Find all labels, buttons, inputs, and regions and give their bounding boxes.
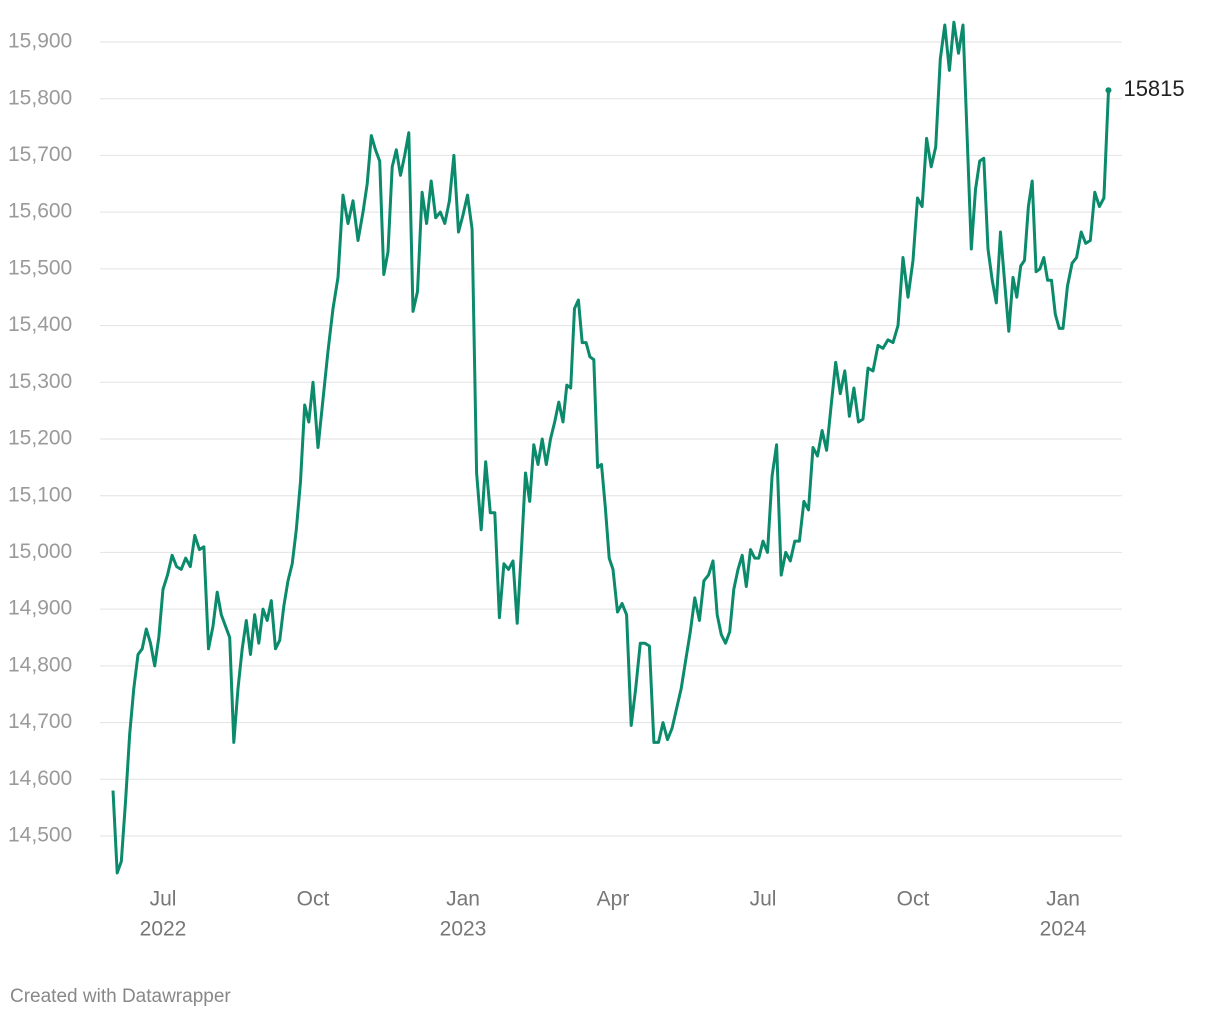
y-tick-label: 15,300: [8, 370, 72, 393]
x-tick-label: Oct: [297, 888, 330, 911]
x-tick-label: Jan: [1046, 888, 1080, 911]
y-tick-label: 14,500: [8, 824, 72, 847]
x-tick-label: 2024: [1040, 918, 1087, 941]
y-tick-label: 15,400: [8, 313, 72, 336]
y-tick-label: 15,200: [8, 427, 72, 450]
y-tick-label: 14,700: [8, 710, 72, 733]
x-tick-label: Jul: [150, 888, 177, 911]
line: [111, 20, 1110, 875]
x-tick-label: Apr: [597, 888, 630, 911]
y-tick-label: 15,600: [8, 200, 72, 223]
y-tick-label: 15,000: [8, 540, 72, 563]
credit: Created with Datawrapper: [10, 986, 231, 1007]
y-tick-label: 14,900: [8, 597, 72, 620]
y-tick-label: 15,100: [8, 483, 72, 506]
x-tick-label: Jul: [750, 888, 777, 911]
end-point: [1105, 87, 1112, 94]
x-tick-label: Oct: [897, 888, 930, 911]
x-tick-label: 2023: [440, 918, 487, 941]
y-tick-label: 14,600: [8, 767, 72, 790]
y-tick-label: 15,700: [8, 143, 72, 166]
y-tick-label: 14,800: [8, 653, 72, 676]
y-tick-label: 15,800: [8, 86, 72, 109]
y-tick-label: 15,500: [8, 256, 72, 279]
x-tick-label: Jan: [446, 888, 480, 911]
y-tick-label: 15,900: [8, 30, 72, 53]
value-label: 15815: [1123, 76, 1184, 101]
x-tick-label: 2022: [140, 918, 187, 941]
